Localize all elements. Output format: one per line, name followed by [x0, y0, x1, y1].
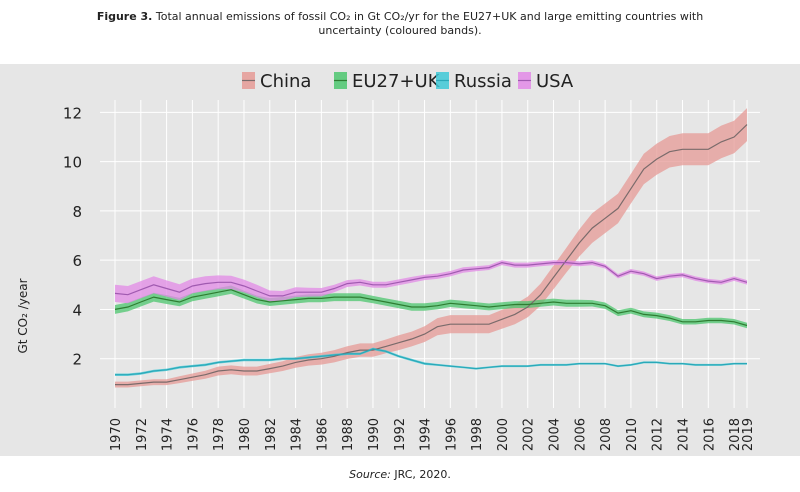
x-tick-label-1982: 1982: [264, 418, 279, 451]
y-tick-label-8: 8: [72, 203, 82, 221]
x-tick-label-2014: 2014: [677, 418, 692, 451]
x-tick-label-1994: 1994: [419, 418, 434, 451]
x-tick-label-1990: 1990: [367, 418, 382, 451]
x-tick-label-1972: 1972: [135, 418, 150, 451]
figure-caption: Figure 3. Total annual emissions of foss…: [0, 10, 800, 38]
eu27-uk-legend-label: EU27+UK: [352, 71, 441, 92]
caption-line-1: Figure 3. Total annual emissions of foss…: [0, 10, 800, 24]
source-text: JRC, 2020.: [394, 468, 451, 481]
russia-legend-label: Russia: [454, 71, 512, 92]
x-tick-label-1980: 1980: [238, 418, 253, 451]
axis-ticks: 2 4 6 8 10 12 1970 1972 1974 1976 1978 1980 1982 1984…: [63, 104, 756, 451]
y-tick-label-2: 2: [72, 351, 82, 369]
x-tick-label-2006: 2006: [573, 418, 588, 451]
x-tick-label-1996: 1996: [444, 418, 459, 451]
source-note: Source: JRC, 2020.: [0, 468, 800, 481]
eu27-uk-series-line: [114, 289, 748, 327]
x-tick-label-1984: 1984: [290, 418, 305, 451]
usa-series-line: [114, 261, 748, 297]
y-tick-label-10: 10: [63, 154, 82, 172]
uncertainty-bands: [115, 108, 747, 388]
emissions-chart: 2 4 6 8 10 12 1970 1972 1974 1976 1978 1980 1982 1984…: [16, 71, 760, 451]
x-tick-label-2000: 2000: [496, 418, 511, 451]
caption-text: Total annual emissions of fossil CO₂ in …: [155, 10, 704, 23]
usa-legend-label: USA: [536, 71, 574, 92]
x-tick-label-2016: 2016: [702, 418, 717, 451]
x-tick-label-2002: 2002: [522, 418, 537, 451]
x-tick-label-1986: 1986: [315, 418, 330, 451]
x-tick-label-2004: 2004: [548, 418, 563, 451]
x-tick-label-2012: 2012: [651, 418, 666, 451]
y-tick-label-6: 6: [72, 252, 82, 270]
x-tick-label-2008: 2008: [599, 418, 614, 451]
figure-label: Figure 3.: [96, 10, 153, 23]
y-tick-label-12: 12: [63, 104, 82, 122]
x-tick-label-2018: 2018: [728, 418, 743, 451]
china-legend-label: China: [260, 71, 311, 92]
x-tick-label-1992: 1992: [393, 418, 408, 451]
chart-panel: 2 4 6 8 10 12 1970 1972 1974 1976 1978 1980 1982 1984…: [0, 64, 800, 456]
x-tick-label-2019: 2019: [741, 418, 756, 451]
x-tick-label-2010: 2010: [625, 418, 640, 451]
y-axis-label: Gt CO₂ /year: [16, 278, 30, 353]
russia-series-line: [115, 348, 747, 376]
source-label: Source:: [349, 468, 391, 481]
china-uncertainty-band: [115, 108, 747, 388]
series-lines: [114, 124, 748, 386]
legend: China EU27+UK Russia USA: [242, 71, 574, 92]
x-tick-label-1974: 1974: [161, 418, 176, 451]
china-series-line: [115, 124, 748, 386]
x-tick-label-1998: 1998: [470, 418, 485, 451]
usa-uncertainty-band: [115, 260, 747, 304]
x-tick-label-1976: 1976: [186, 418, 201, 451]
y-tick-label-4: 4: [72, 301, 82, 319]
x-tick-label-1988: 1988: [341, 418, 356, 451]
caption-line-2: uncertainty (coloured bands).: [318, 24, 482, 37]
x-tick-label-1970: 1970: [109, 418, 124, 451]
x-tick-label-1978: 1978: [212, 418, 227, 451]
